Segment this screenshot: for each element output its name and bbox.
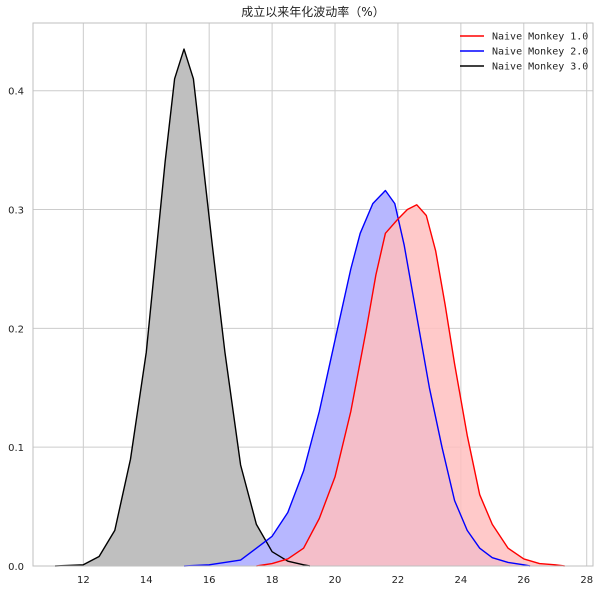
y-tick-labels: 0.0 0.1 0.2 0.3 0.4: [8, 87, 24, 573]
legend: Naive Monkey 1.0 Naive Monkey 2.0 Naive Mo…: [460, 32, 588, 73]
y-tick-label: 0.1: [8, 443, 24, 454]
x-tick-label: 20: [329, 575, 342, 586]
x-tick-label: 14: [140, 575, 153, 586]
x-tick-label: 26: [517, 575, 530, 586]
y-tick-label: 0.3: [8, 206, 24, 217]
y-tick-label: 0.2: [8, 324, 24, 335]
series-line-1: [256, 204, 565, 567]
legend-label: Naive Monkey 3.0: [492, 62, 588, 73]
y-tick-label: 0.0: [8, 562, 24, 573]
x-tick-label: 12: [77, 575, 90, 586]
x-tick-label: 28: [580, 575, 593, 586]
legend-label: Naive Monkey 2.0: [492, 47, 588, 58]
series-fill-1: [256, 204, 565, 567]
series-line-3: [54, 48, 311, 567]
x-tick-label: 22: [392, 575, 405, 586]
series-fill-3: [55, 49, 310, 567]
y-tick-label: 0.4: [8, 87, 24, 98]
legend-label: Naive Monkey 1.0: [492, 32, 588, 43]
series-line-2: [183, 189, 531, 567]
x-tick-label: 18: [266, 575, 279, 586]
x-tick-label: 16: [203, 575, 216, 586]
chart-title: 成立以来年化波动率（%）: [241, 4, 384, 19]
x-tick-label: 24: [454, 575, 467, 586]
series-lines: [54, 48, 565, 567]
x-tick-labels: 12 14 16 18 20 22 24 26 28: [77, 575, 593, 586]
plot-frame: [32, 22, 594, 567]
